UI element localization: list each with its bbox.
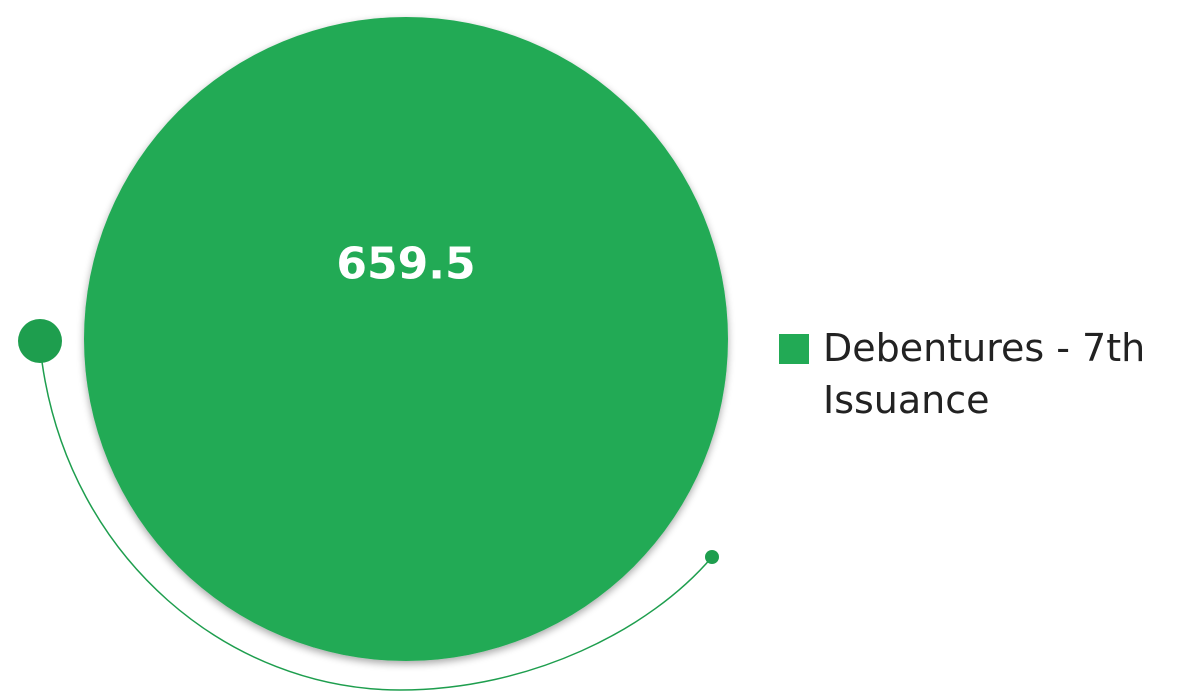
decorative-dot-small bbox=[705, 550, 719, 564]
pie-slices bbox=[84, 17, 728, 661]
decorative-arc bbox=[41, 361, 713, 691]
legend-swatch bbox=[779, 334, 809, 364]
legend: Debentures - 7th Issuance bbox=[779, 322, 1184, 426]
data-label: 659.5 bbox=[336, 239, 475, 290]
pie-slice bbox=[84, 17, 728, 661]
legend-label: Debentures - 7th Issuance bbox=[823, 326, 1146, 422]
decorative-dot-large bbox=[18, 319, 62, 363]
